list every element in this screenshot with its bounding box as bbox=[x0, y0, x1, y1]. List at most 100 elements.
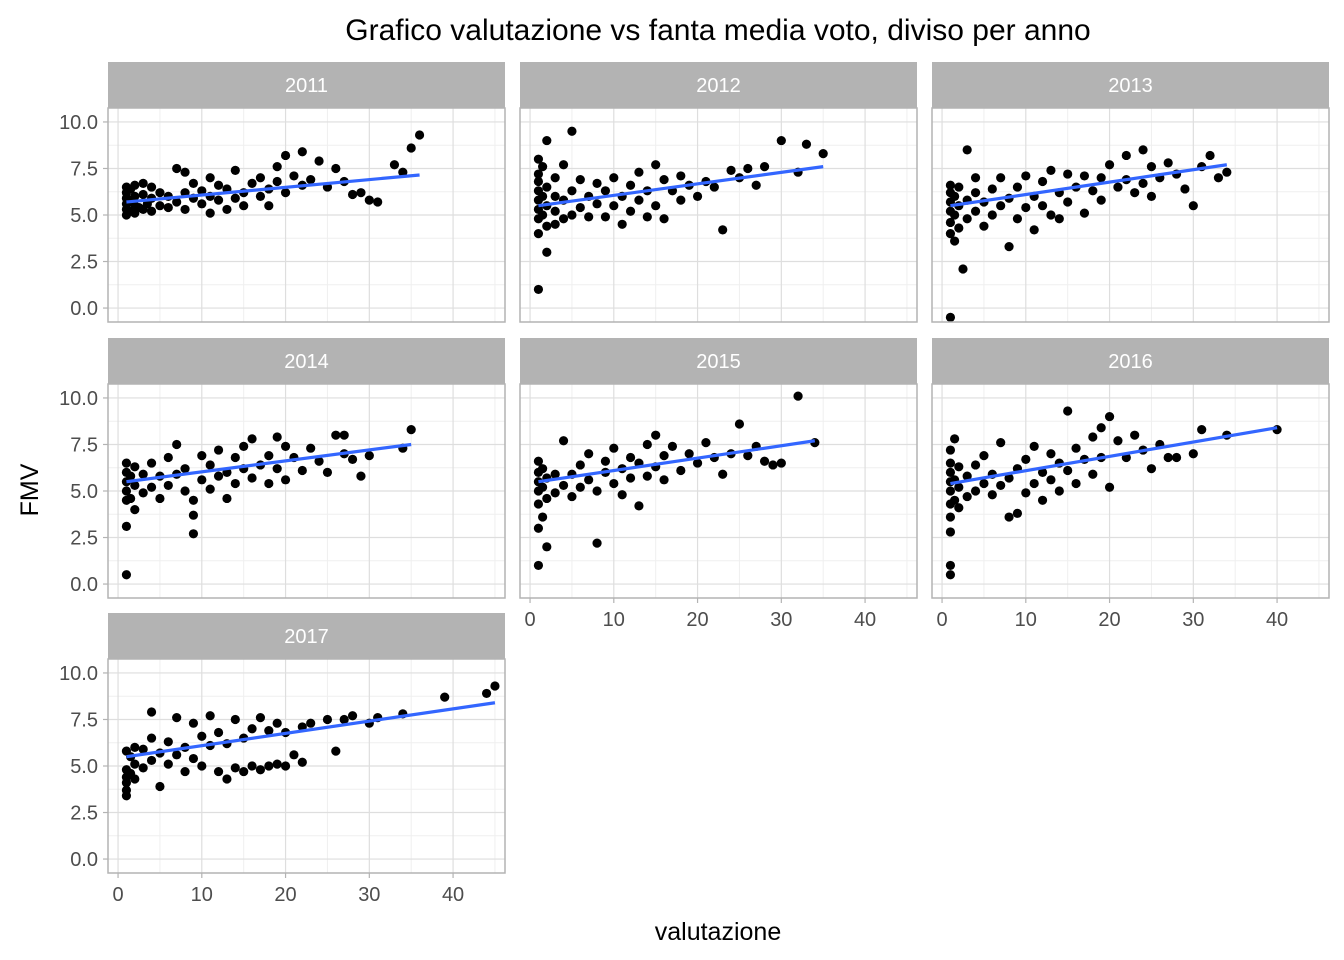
data-point bbox=[676, 171, 686, 181]
data-point bbox=[1113, 182, 1123, 192]
data-point bbox=[954, 462, 964, 472]
data-point bbox=[592, 538, 602, 548]
data-point bbox=[163, 452, 173, 463]
data-point bbox=[987, 490, 997, 500]
data-point bbox=[538, 191, 548, 201]
data-point bbox=[331, 163, 341, 174]
data-point bbox=[481, 688, 492, 699]
data-point bbox=[180, 167, 190, 177]
data-point bbox=[163, 737, 173, 747]
data-point bbox=[1146, 191, 1157, 201]
data-point bbox=[297, 147, 307, 157]
x-tick-label: 40 bbox=[1266, 609, 1288, 631]
data-point bbox=[759, 456, 770, 466]
y-tick-label: 10.0 bbox=[59, 388, 98, 410]
data-point bbox=[230, 193, 240, 203]
x-tick-label: 40 bbox=[442, 884, 464, 906]
x-tick-label: 10 bbox=[1015, 609, 1037, 631]
data-point bbox=[692, 191, 703, 201]
data-point bbox=[155, 493, 165, 504]
data-point bbox=[146, 482, 157, 492]
data-point bbox=[538, 482, 548, 492]
data-point bbox=[121, 521, 132, 531]
data-point bbox=[558, 214, 569, 224]
data-point bbox=[542, 182, 552, 192]
data-point bbox=[987, 184, 997, 194]
data-point bbox=[205, 484, 215, 494]
data-point bbox=[538, 210, 548, 220]
data-point bbox=[213, 445, 224, 455]
data-point bbox=[945, 560, 956, 571]
data-point bbox=[996, 480, 1006, 491]
x-tick-label: 20 bbox=[1098, 609, 1120, 631]
data-point bbox=[339, 430, 349, 440]
panel-strip-label: 2016 bbox=[1108, 351, 1153, 373]
panel-strip-label: 2011 bbox=[285, 75, 328, 97]
data-point bbox=[1054, 486, 1064, 496]
data-point bbox=[625, 473, 636, 483]
data-point bbox=[188, 718, 199, 728]
data-point bbox=[264, 201, 274, 211]
data-point bbox=[247, 178, 257, 188]
data-point bbox=[130, 505, 140, 515]
data-point bbox=[280, 150, 291, 161]
data-point bbox=[1063, 197, 1073, 207]
data-point bbox=[1021, 454, 1031, 464]
data-point bbox=[533, 169, 544, 179]
data-point bbox=[962, 491, 972, 502]
panel-strip bbox=[932, 62, 1329, 108]
data-point bbox=[230, 452, 240, 463]
data-point bbox=[718, 225, 728, 235]
data-point bbox=[945, 486, 956, 496]
data-point bbox=[255, 713, 266, 723]
data-point bbox=[1121, 150, 1131, 161]
data-point bbox=[567, 491, 577, 502]
data-point bbox=[1146, 162, 1157, 172]
data-point bbox=[205, 208, 215, 218]
data-point bbox=[768, 460, 778, 470]
x-tick-label: 40 bbox=[854, 609, 876, 631]
data-point bbox=[1205, 150, 1215, 161]
data-point bbox=[1037, 176, 1048, 187]
data-point bbox=[1079, 171, 1090, 181]
y-tick-label: 2.5 bbox=[70, 252, 98, 274]
data-point bbox=[558, 480, 569, 491]
data-point bbox=[130, 742, 140, 752]
data-point bbox=[197, 199, 207, 209]
data-point bbox=[1096, 195, 1106, 205]
data-point bbox=[609, 443, 619, 453]
data-point bbox=[205, 711, 215, 721]
data-point bbox=[743, 451, 753, 461]
data-point bbox=[188, 529, 199, 539]
data-point bbox=[314, 456, 324, 466]
data-point bbox=[726, 165, 736, 175]
data-point bbox=[1104, 411, 1115, 422]
data-point bbox=[962, 471, 972, 481]
trend-line bbox=[126, 442, 412, 484]
x-tick-label: 0 bbox=[112, 884, 123, 906]
data-point bbox=[289, 750, 299, 760]
data-point bbox=[1046, 475, 1056, 485]
data-point bbox=[667, 441, 678, 451]
data-point bbox=[709, 182, 719, 192]
data-point bbox=[339, 714, 349, 725]
data-point bbox=[180, 204, 190, 215]
data-point bbox=[213, 471, 224, 481]
data-point bbox=[945, 217, 956, 228]
data-point bbox=[1146, 464, 1157, 474]
x-tick-label: 0 bbox=[524, 609, 535, 631]
panel-2014: 2014 0.0 2.5 5.0 7.5 10.0 bbox=[59, 338, 506, 599]
data-point bbox=[533, 523, 544, 533]
data-point bbox=[146, 755, 157, 766]
data-point bbox=[280, 441, 291, 451]
data-point bbox=[213, 727, 224, 738]
data-point bbox=[642, 439, 652, 450]
data-point bbox=[230, 714, 240, 725]
panel-strip-label: 2013 bbox=[1108, 75, 1153, 97]
data-point bbox=[542, 221, 552, 231]
x-tick-label: 20 bbox=[274, 884, 296, 906]
data-point bbox=[146, 733, 157, 743]
data-point bbox=[533, 176, 544, 187]
data-point bbox=[676, 195, 686, 205]
data-point bbox=[1037, 467, 1048, 477]
